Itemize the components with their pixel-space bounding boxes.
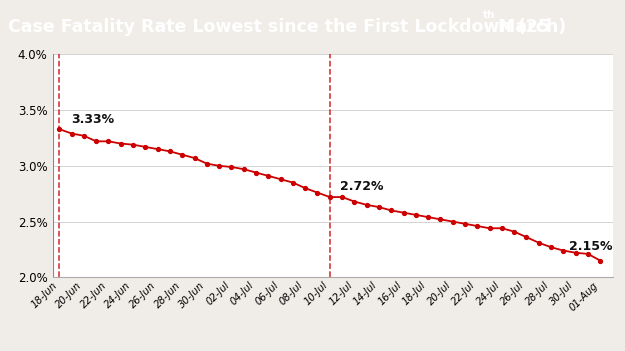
Text: th: th bbox=[483, 10, 496, 20]
Text: 2.15%: 2.15% bbox=[569, 240, 613, 253]
Text: March): March) bbox=[492, 19, 567, 37]
Text: 2.72%: 2.72% bbox=[339, 180, 383, 193]
Text: Case Fatality Rate Lowest since the First Lockdown (25: Case Fatality Rate Lowest since the Firs… bbox=[8, 19, 549, 37]
Text: 3.33%: 3.33% bbox=[72, 113, 115, 126]
